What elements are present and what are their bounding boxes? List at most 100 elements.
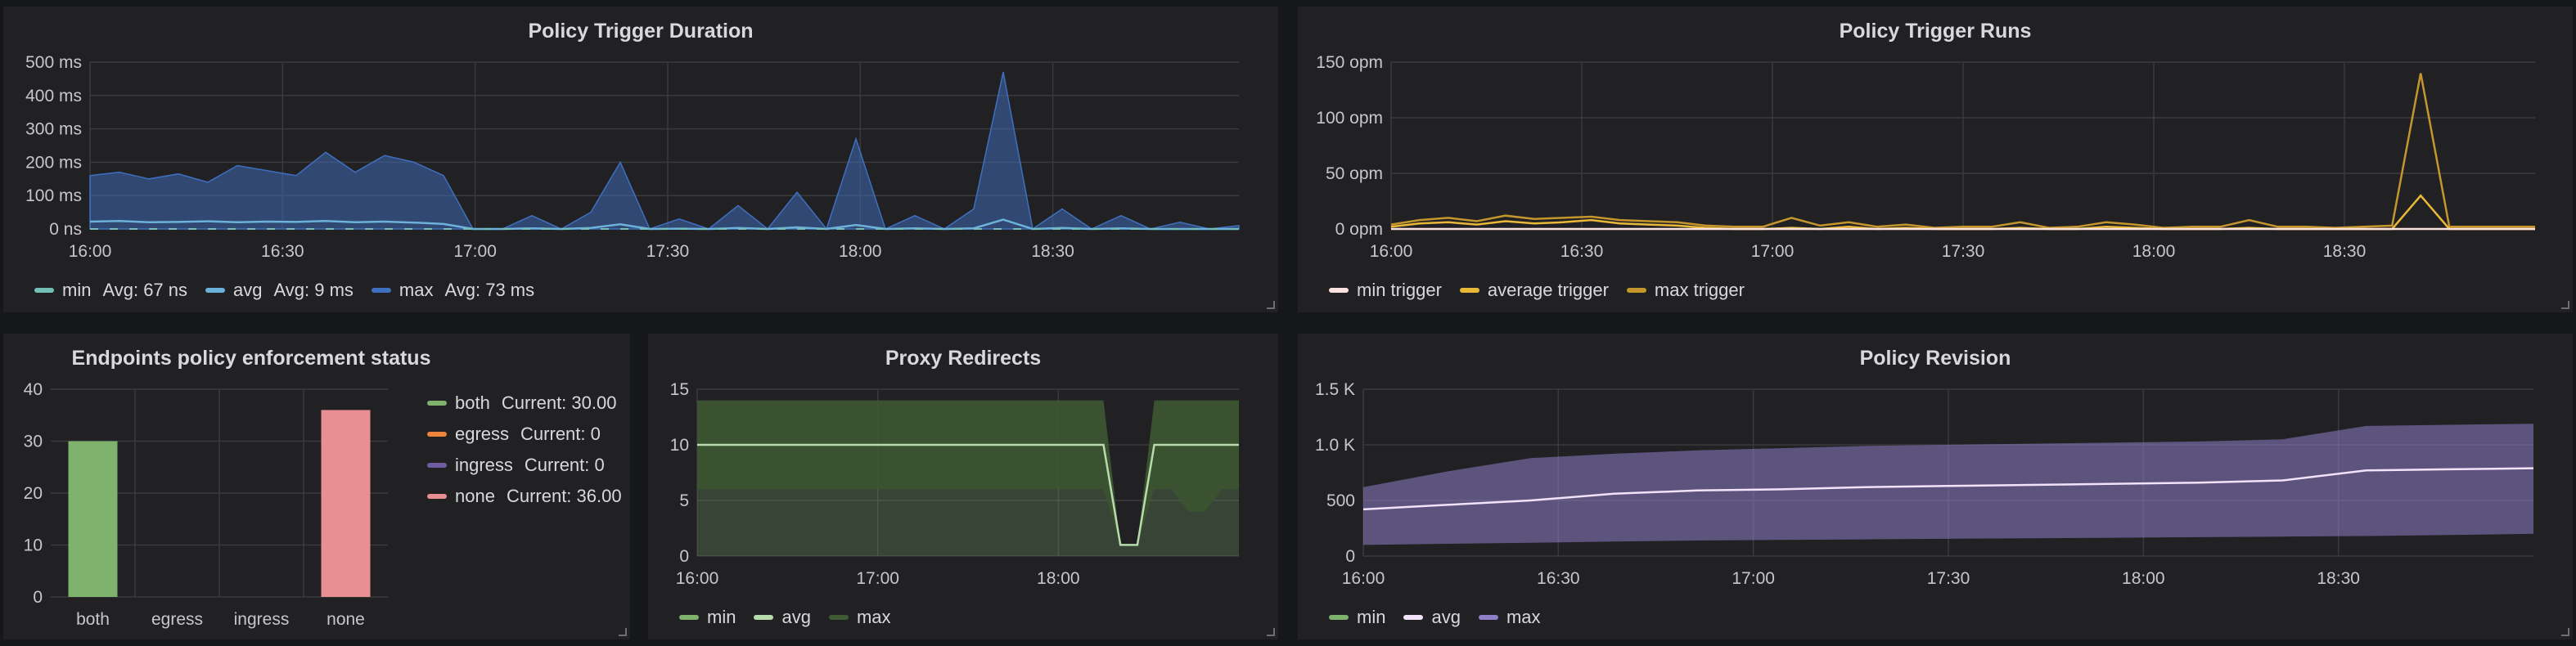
legend-endpoints-policy-enforcement-status: both Current: 30.00 egress Current: 0 ingres… bbox=[427, 393, 622, 517]
legend-swatch bbox=[427, 493, 447, 499]
resize-handle[interactable] bbox=[2561, 301, 2569, 309]
x-tick-label: 16:00 bbox=[69, 242, 112, 261]
legend-stat: Current: 30.00 bbox=[501, 392, 617, 413]
legend-item-average-trigger[interactable]: average trigger bbox=[1459, 280, 1609, 301]
x-tick-label: 16:30 bbox=[1537, 569, 1580, 588]
legend-swatch bbox=[427, 400, 447, 406]
chart-endpoints-policy-enforcement-status[interactable]: 0 10 20 30 40 both egress ingress none bbox=[3, 334, 630, 639]
legend-swatch bbox=[828, 615, 849, 620]
legend-label: max trigger bbox=[1654, 280, 1745, 300]
resize-handle[interactable] bbox=[2561, 628, 2569, 636]
legend-item-max[interactable]: max Avg: 73 ms bbox=[371, 280, 535, 301]
legend-label: max bbox=[1506, 607, 1541, 627]
legend-item-max[interactable]: max bbox=[1478, 607, 1541, 628]
resize-handle[interactable] bbox=[619, 628, 627, 636]
y-tick-label: 1.5 K bbox=[1315, 380, 1355, 399]
legend-label: min bbox=[707, 607, 736, 627]
legend-swatch bbox=[205, 288, 226, 293]
legend-item-none[interactable]: none Current: 36.00 bbox=[427, 486, 622, 506]
y-tick-label: 1.0 K bbox=[1315, 436, 1355, 455]
x-tick-label: 16:30 bbox=[1560, 242, 1604, 261]
x-tick-label: 16:30 bbox=[261, 242, 304, 261]
legend-swatch bbox=[427, 431, 447, 437]
legend-item-avg[interactable]: avg Avg: 9 ms bbox=[205, 280, 354, 301]
x-tick-label: both bbox=[76, 610, 110, 629]
legend-item-max[interactable]: max bbox=[828, 607, 891, 628]
legend-stat: Current: 0 bbox=[520, 423, 601, 444]
x-tick-label: egress bbox=[151, 610, 203, 629]
series-line-max-trigger bbox=[1390, 73, 2535, 229]
y-tick-label: 500 ms bbox=[25, 53, 82, 72]
panel-proxy-redirects[interactable]: Proxy Redirects 0 5 10 15 16:00 17:00 18:00 mi… bbox=[648, 334, 1278, 639]
legend-item-ingress[interactable]: ingress Current: 0 bbox=[427, 455, 622, 475]
x-tick-label: none bbox=[327, 610, 365, 629]
y-tick-label: 100 opm bbox=[1316, 109, 1383, 128]
legend-label: avg bbox=[1431, 607, 1461, 627]
legend-swatch bbox=[679, 615, 699, 620]
chart-policy-revision[interactable]: 0 500 1.0 K 1.5 K 16:00 16:30 17:00 17:30 18:00 1… bbox=[1298, 334, 2573, 639]
legend-label: min trigger bbox=[1357, 280, 1442, 300]
x-tick-label: 18:00 bbox=[1037, 569, 1080, 588]
panel-title[interactable]: Policy Trigger Runs bbox=[1839, 20, 2032, 43]
legend-swatch bbox=[1329, 288, 1349, 293]
legend-label: avg bbox=[233, 280, 263, 300]
resize-handle[interactable] bbox=[1267, 301, 1275, 309]
panel-title[interactable]: Policy Revision bbox=[1859, 347, 2011, 370]
panel-endpoints-policy-enforcement-status[interactable]: Endpoints policy enforcement status 0 10 2… bbox=[3, 334, 630, 639]
legend-swatch bbox=[1459, 288, 1479, 293]
y-tick-label: 300 ms bbox=[25, 120, 82, 139]
panel-policy-revision[interactable]: Policy Revision 0 500 1.0 K 1.5 K 16:00 16:30… bbox=[1298, 334, 2573, 639]
y-tick-label: 5 bbox=[679, 491, 689, 510]
panel-policy-trigger-duration[interactable]: Policy Trigger Duration 0 ns 100 ms 200 ms… bbox=[3, 7, 1278, 312]
legend-item-avg[interactable]: avg bbox=[1403, 607, 1461, 628]
legend-label: ingress bbox=[455, 454, 513, 475]
legend-item-max-trigger[interactable]: max trigger bbox=[1626, 280, 1745, 301]
bar-none bbox=[321, 410, 371, 597]
y-tick-label: 50 opm bbox=[1326, 164, 1383, 183]
x-tick-label: 17:30 bbox=[1927, 569, 1970, 588]
panel-title[interactable]: Policy Trigger Duration bbox=[528, 20, 754, 43]
y-tick-label: 100 ms bbox=[25, 186, 82, 205]
legend-label: min bbox=[1357, 607, 1386, 627]
legend-swatch bbox=[34, 288, 54, 293]
legend-label: none bbox=[455, 485, 495, 506]
bar-both bbox=[68, 441, 118, 597]
legend-label: avg bbox=[781, 607, 811, 627]
chart-policy-trigger-duration[interactable]: 0 ns 100 ms 200 ms 300 ms 400 ms 500 ms 16:00 1… bbox=[3, 7, 1278, 312]
panel-title[interactable]: Proxy Redirects bbox=[885, 347, 1042, 370]
legend-item-min[interactable]: min bbox=[679, 607, 736, 628]
y-tick-label: 0 opm bbox=[1335, 220, 1383, 239]
series-line-avg bbox=[1362, 467, 2534, 511]
chart-proxy-redirects[interactable]: 0 5 10 15 16:00 17:00 18:00 bbox=[648, 334, 1278, 639]
legend-label: egress bbox=[455, 423, 510, 444]
legend-stat: Current: 0 bbox=[524, 454, 605, 475]
legend-stat: Avg: 73 ms bbox=[444, 280, 535, 300]
legend-item-min-trigger[interactable]: min trigger bbox=[1329, 280, 1442, 301]
legend-item-min[interactable]: min bbox=[1329, 607, 1385, 628]
chart-policy-trigger-runs[interactable]: 0 opm 50 opm 100 opm 150 opm 16:00 16:30 17:00… bbox=[1298, 7, 2573, 312]
panel-title[interactable]: Endpoints policy enforcement status bbox=[71, 347, 431, 370]
x-tick-label: 17:00 bbox=[1732, 569, 1775, 588]
y-tick-label: 30 bbox=[24, 433, 43, 451]
x-tick-label: 18:00 bbox=[2132, 242, 2176, 261]
legend-swatch bbox=[1403, 615, 1424, 620]
legend-swatch bbox=[1626, 288, 1646, 293]
legend-item-avg[interactable]: avg bbox=[754, 607, 811, 628]
legend-item-both[interactable]: both Current: 30.00 bbox=[427, 393, 622, 413]
legend-label: min bbox=[62, 280, 92, 300]
panel-policy-trigger-runs[interactable]: Policy Trigger Runs 0 opm 50 opm 100 opm 15… bbox=[1298, 7, 2573, 312]
legend-policy-trigger-runs: min trigger average trigger max trigger bbox=[1329, 280, 1763, 301]
series-area-min bbox=[697, 489, 1239, 556]
legend-stat: Current: 36.00 bbox=[506, 485, 622, 506]
legend-stat: Avg: 9 ms bbox=[273, 280, 354, 300]
x-tick-label: 17:00 bbox=[1751, 242, 1795, 261]
resize-handle[interactable] bbox=[1267, 628, 1275, 636]
y-tick-label: 150 opm bbox=[1316, 53, 1383, 72]
legend-stat: Avg: 67 ns bbox=[102, 280, 188, 300]
y-tick-label: 500 bbox=[1326, 491, 1355, 510]
x-tick-label: 18:30 bbox=[1031, 242, 1074, 261]
legend-item-egress[interactable]: egress Current: 0 bbox=[427, 424, 622, 444]
x-tick-label: 16:00 bbox=[1370, 242, 1413, 261]
y-tick-label: 400 ms bbox=[25, 87, 82, 105]
legend-item-min[interactable]: min Avg: 67 ns bbox=[34, 280, 187, 301]
